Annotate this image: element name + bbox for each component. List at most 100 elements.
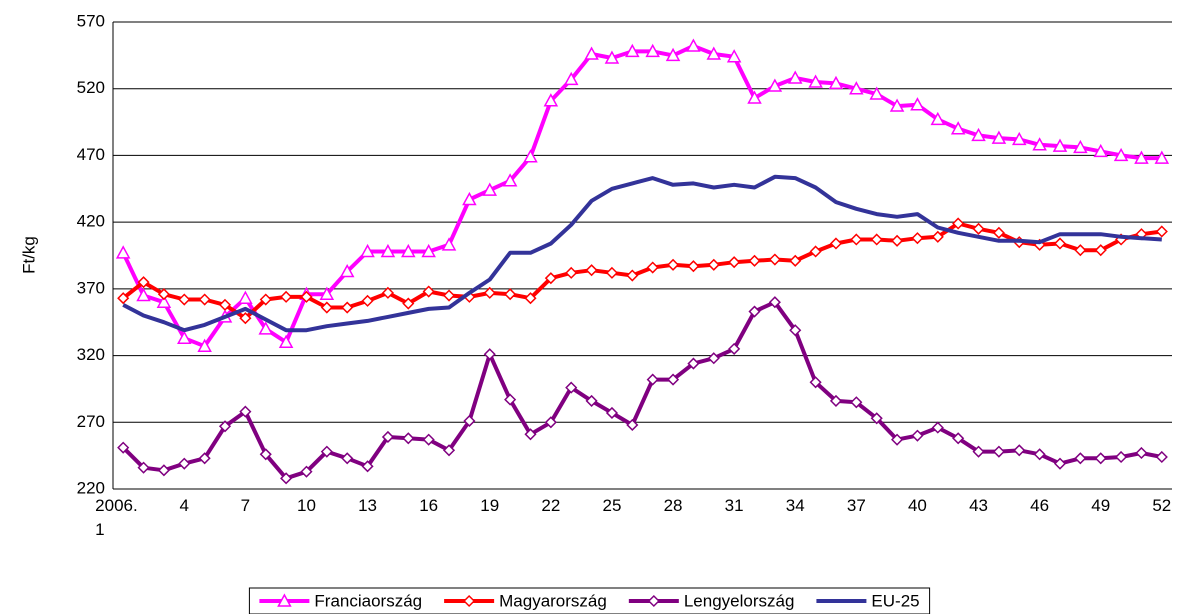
point — [809, 245, 822, 258]
point — [787, 70, 803, 84]
x-tick-label: 34 — [785, 496, 805, 515]
point — [360, 243, 375, 258]
point — [524, 292, 537, 305]
point — [1013, 444, 1026, 457]
point — [584, 46, 599, 60]
point — [768, 253, 781, 266]
point — [1094, 452, 1107, 465]
point — [666, 373, 680, 386]
legend-label: Franciaország — [314, 591, 422, 610]
point — [707, 258, 720, 271]
point — [626, 418, 639, 432]
point — [686, 38, 701, 52]
point — [768, 296, 781, 309]
point — [931, 421, 944, 434]
point — [504, 393, 517, 406]
point — [462, 191, 477, 206]
point — [544, 416, 557, 429]
point — [157, 464, 170, 477]
point — [198, 293, 211, 306]
point — [117, 292, 130, 305]
point — [666, 258, 680, 271]
point — [911, 232, 924, 245]
point — [137, 461, 150, 474]
point — [422, 433, 435, 446]
legend: Franciaország Magyarország Lengyelország EU… — [248, 587, 931, 614]
point — [645, 43, 660, 58]
point — [502, 173, 518, 187]
x-tick-label: 49 — [1091, 496, 1111, 515]
point — [177, 330, 192, 344]
x-tick-label: 10 — [297, 496, 316, 515]
point — [421, 243, 436, 258]
point — [972, 445, 985, 458]
point — [1113, 147, 1129, 162]
point — [687, 260, 700, 273]
point — [706, 46, 722, 60]
point — [950, 121, 966, 135]
point — [869, 86, 884, 100]
point — [829, 394, 843, 407]
series-line — [121, 300, 1163, 481]
point — [992, 226, 1005, 239]
point — [604, 50, 620, 64]
point — [789, 324, 802, 337]
point — [849, 81, 864, 95]
point — [463, 414, 476, 428]
point — [1115, 450, 1128, 464]
point — [239, 405, 252, 418]
y-tick-label: 420 — [77, 212, 105, 231]
point — [258, 321, 274, 335]
y-axis-label: Ft/kg — [19, 236, 38, 274]
point — [992, 445, 1005, 458]
point — [442, 289, 456, 302]
point — [259, 293, 272, 306]
x-tick-label: 22 — [541, 496, 561, 515]
x-tick-label: 31 — [724, 496, 744, 515]
point — [850, 396, 863, 409]
point — [117, 441, 130, 454]
point — [565, 266, 578, 279]
legend-marker — [277, 593, 292, 607]
point — [828, 75, 844, 90]
point — [1155, 450, 1168, 464]
point — [300, 290, 313, 303]
point — [441, 237, 457, 251]
point — [197, 338, 212, 352]
point — [401, 243, 416, 258]
y-tick-label: 320 — [77, 345, 105, 364]
point — [380, 243, 396, 258]
legend-label: EU-25 — [871, 591, 919, 610]
x-tick-label: 52 — [1152, 496, 1172, 515]
point — [1093, 143, 1108, 158]
point — [563, 71, 579, 86]
point — [178, 293, 191, 306]
point — [361, 460, 374, 473]
x-tick-label: 13 — [358, 496, 378, 515]
point — [747, 90, 762, 104]
point — [1094, 244, 1107, 257]
point — [361, 294, 374, 307]
point — [341, 301, 354, 314]
point — [605, 406, 619, 420]
point — [178, 457, 191, 470]
point — [789, 254, 802, 267]
point — [930, 111, 946, 126]
point — [565, 381, 578, 394]
point — [482, 182, 498, 196]
point — [156, 294, 172, 308]
point — [625, 43, 640, 58]
point — [1033, 448, 1046, 461]
point — [665, 47, 681, 62]
y-tick-label: 220 — [77, 478, 105, 497]
point — [1073, 139, 1088, 154]
point — [1053, 237, 1067, 250]
point — [402, 297, 415, 310]
point — [605, 266, 619, 279]
point — [767, 78, 783, 92]
point — [748, 254, 761, 267]
point — [911, 429, 924, 442]
x-tick-label: 40 — [907, 496, 927, 515]
point — [544, 272, 557, 285]
